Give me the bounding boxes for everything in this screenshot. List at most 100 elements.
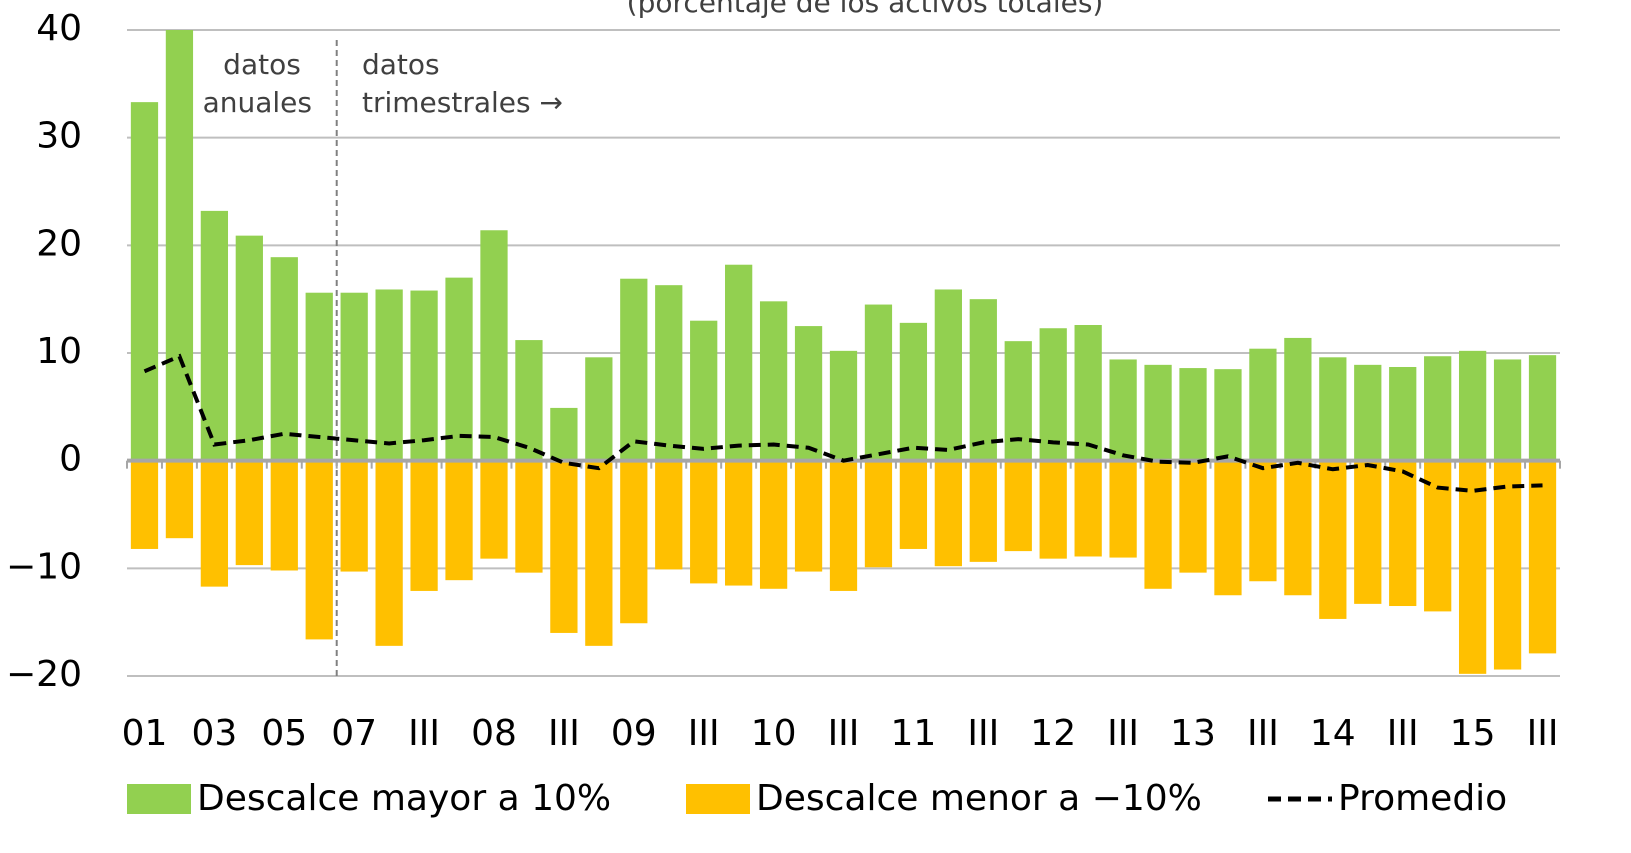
legend-label: Descalce menor a −10% xyxy=(756,778,1202,819)
x-tick-label: 14 xyxy=(1310,713,1356,754)
bar xyxy=(969,460,997,562)
legend-label: Descalce mayor a 10% xyxy=(197,778,611,819)
bar xyxy=(1039,328,1067,461)
bar xyxy=(235,460,263,566)
bar xyxy=(305,292,333,461)
x-tick-label: 11 xyxy=(890,713,936,754)
bar xyxy=(1458,350,1487,461)
bar xyxy=(375,289,403,461)
x-tick-label: 10 xyxy=(751,713,797,754)
bar xyxy=(1144,460,1172,589)
x-tick-label: 07 xyxy=(331,713,377,754)
legend-swatch xyxy=(127,784,191,814)
bar xyxy=(1214,369,1242,461)
bar xyxy=(725,264,753,461)
bar xyxy=(585,460,613,646)
bar xyxy=(759,460,788,589)
bar xyxy=(1493,359,1522,461)
bar xyxy=(1424,356,1452,461)
bar xyxy=(480,460,508,559)
bar xyxy=(410,290,438,461)
bar xyxy=(200,460,229,587)
bar xyxy=(934,460,962,567)
bar xyxy=(829,350,858,461)
bar xyxy=(410,460,438,591)
annotation: datos xyxy=(362,48,440,81)
bar xyxy=(690,320,718,461)
bar xyxy=(655,460,683,570)
y-tick-label: 0 xyxy=(59,439,82,480)
x-tick-label: III xyxy=(408,713,440,754)
x-tick-label: III xyxy=(1247,713,1279,754)
bar xyxy=(1528,460,1557,654)
y-tick-label: −10 xyxy=(6,546,82,587)
average-line xyxy=(143,353,1543,493)
x-tick-label: 01 xyxy=(122,713,168,754)
y-tick-label: 40 xyxy=(36,8,82,49)
bar xyxy=(235,235,263,461)
x-tick-label: III xyxy=(967,713,999,754)
bar xyxy=(200,210,229,461)
bar xyxy=(340,460,368,572)
bar xyxy=(759,301,788,461)
bar xyxy=(1354,364,1382,461)
legend-swatch xyxy=(686,784,750,814)
x-tick-label: III xyxy=(1387,713,1419,754)
bar xyxy=(585,357,613,461)
bar xyxy=(550,407,578,461)
bar xyxy=(864,304,893,461)
bar xyxy=(899,322,928,461)
bar xyxy=(969,299,997,461)
bar xyxy=(1074,325,1102,461)
bar xyxy=(1389,366,1417,461)
bar xyxy=(829,460,858,591)
bar xyxy=(1039,460,1067,559)
bar xyxy=(655,285,683,461)
x-tick-label: 05 xyxy=(261,713,307,754)
bar xyxy=(1004,341,1032,461)
bar xyxy=(550,460,578,633)
bar xyxy=(1284,460,1312,596)
bar xyxy=(1284,337,1312,461)
bar xyxy=(445,277,473,461)
bar xyxy=(165,460,194,539)
bar xyxy=(1319,357,1347,461)
x-tick-label: 09 xyxy=(611,713,657,754)
bar xyxy=(1109,359,1137,461)
bar xyxy=(165,30,194,461)
bar xyxy=(1144,364,1172,461)
x-tick-label: 15 xyxy=(1450,713,1496,754)
bar xyxy=(1074,460,1102,557)
bar xyxy=(1458,460,1487,674)
bar xyxy=(1354,460,1382,604)
chart-subtitle: (porcentaje de los activos totales) xyxy=(627,0,1104,19)
annotation: ← anuales xyxy=(170,86,312,119)
bar xyxy=(1528,355,1557,461)
x-tick-label: III xyxy=(1107,713,1139,754)
bar xyxy=(934,289,962,461)
x-tick-label: 12 xyxy=(1030,713,1076,754)
x-tick-label: III xyxy=(828,713,860,754)
bar xyxy=(794,326,823,461)
x-tick-label: III xyxy=(688,713,720,754)
bar xyxy=(1004,460,1032,552)
bar xyxy=(794,460,823,572)
y-tick-label: 20 xyxy=(36,223,82,264)
bar xyxy=(375,460,403,646)
bar xyxy=(899,460,928,549)
bar xyxy=(1249,348,1277,461)
y-tick-label: −20 xyxy=(6,654,82,695)
bar xyxy=(725,460,753,586)
bar xyxy=(515,340,543,461)
bar xyxy=(1319,460,1347,619)
bar xyxy=(620,460,648,624)
x-tick-label: 13 xyxy=(1170,713,1216,754)
bar xyxy=(864,460,893,568)
bar xyxy=(340,292,368,461)
bar xyxy=(270,257,298,461)
legend-label: Promedio xyxy=(1338,778,1507,819)
bar xyxy=(1493,460,1522,670)
bar xyxy=(515,460,543,573)
bar xyxy=(1179,368,1207,461)
